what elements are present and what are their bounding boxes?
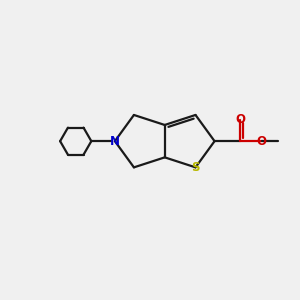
Text: N: N	[110, 135, 120, 148]
Text: O: O	[236, 113, 245, 127]
Text: S: S	[191, 161, 200, 174]
Text: O: O	[257, 135, 267, 148]
